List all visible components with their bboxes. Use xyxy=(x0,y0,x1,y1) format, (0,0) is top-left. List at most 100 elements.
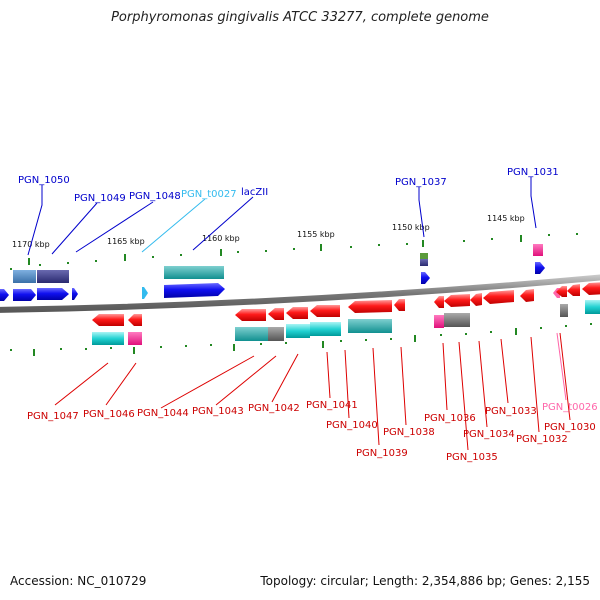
gene-label[interactable]: PGN_t0026 xyxy=(542,402,598,413)
scale-ticks xyxy=(10,233,592,356)
gene-arrow-reverse[interactable] xyxy=(235,309,266,321)
trna-arrow[interactable] xyxy=(142,287,148,299)
gene-arrow-reverse[interactable] xyxy=(92,314,124,326)
gene-label[interactable]: PGN_1033 xyxy=(485,406,537,417)
leader-line xyxy=(442,342,448,411)
gene-arrow-reverse[interactable] xyxy=(582,282,600,295)
genome-backbone xyxy=(0,274,600,313)
scale-label: 1145 kbp xyxy=(487,214,525,223)
leader-line xyxy=(530,177,537,229)
genome-summary-text: Topology: circular; Length: 2,354,886 bp… xyxy=(260,574,590,588)
leader-line xyxy=(105,362,137,406)
pseudo-box[interactable] xyxy=(128,332,142,345)
cds-box[interactable] xyxy=(164,266,224,279)
leader-line xyxy=(418,187,425,238)
cds-box[interactable] xyxy=(560,304,568,317)
gene-arrow-reverse[interactable] xyxy=(483,290,514,304)
leader-line xyxy=(458,341,469,451)
gene-label[interactable]: PGN_1041 xyxy=(306,400,358,411)
leader-line xyxy=(530,336,540,433)
forward-gene-labels: PGN_1050 PGN_1049 PGN_1048 PGN_t0027 lac… xyxy=(18,167,559,204)
gene-label[interactable]: PGN_1040 xyxy=(326,420,378,431)
gene-label[interactable]: PGN_1044 xyxy=(137,408,189,419)
leader-line xyxy=(192,196,254,251)
forward-genes xyxy=(0,244,545,301)
gene-label[interactable]: PGN_1043 xyxy=(192,406,244,417)
reverse-leader-lines xyxy=(54,332,571,451)
gene-arrow-forward[interactable] xyxy=(13,289,36,301)
cds-box[interactable] xyxy=(13,270,36,283)
scale-label: 1155 kbp xyxy=(297,230,335,239)
gene-label[interactable]: PGN_1030 xyxy=(544,422,596,433)
cds-box[interactable] xyxy=(585,300,600,314)
gene-arrow-forward[interactable] xyxy=(72,288,78,300)
gene-arrow-reverse[interactable] xyxy=(434,296,444,308)
leader-line xyxy=(51,202,98,255)
cds-box[interactable] xyxy=(348,319,392,333)
reverse-genes xyxy=(92,282,600,345)
gene-label[interactable]: PGN_1047 xyxy=(27,411,79,422)
cds-box[interactable] xyxy=(37,270,69,283)
gene-label[interactable]: PGN_1039 xyxy=(356,448,408,459)
gene-arrow-forward[interactable] xyxy=(535,262,545,274)
forward-leader-lines xyxy=(27,177,537,256)
cds-box[interactable] xyxy=(268,327,284,341)
gene-label[interactable]: PGN_1038 xyxy=(383,427,435,438)
cds-box[interactable] xyxy=(310,322,341,336)
gene-label[interactable]: lacZII xyxy=(241,187,268,198)
gene-label[interactable]: PGN_1036 xyxy=(424,413,476,424)
gene-label[interactable]: PGN_1035 xyxy=(446,452,498,463)
leader-line xyxy=(372,347,380,446)
gene-label[interactable]: PGN_1034 xyxy=(463,429,515,440)
leader-line xyxy=(478,340,488,428)
reverse-gene-labels: PGN_1047 PGN_1046 PGN_1044 PGN_1043 PGN_… xyxy=(27,400,598,463)
accession-text: Accession: NC_010729 xyxy=(10,574,147,588)
leader-line xyxy=(160,355,255,409)
leader-line xyxy=(559,332,571,421)
gene-label[interactable]: PGN_1042 xyxy=(248,403,300,414)
map-title: Porphyromonas gingivalis ATCC 33277, com… xyxy=(111,10,489,25)
gene-arrow-reverse[interactable] xyxy=(286,307,308,319)
cds-box[interactable] xyxy=(92,332,124,345)
gene-arrow-reverse[interactable] xyxy=(348,300,392,313)
leader-line xyxy=(500,338,509,404)
gene-label[interactable]: PGN_1048 xyxy=(129,191,181,202)
cds-box[interactable] xyxy=(420,259,428,266)
leader-line xyxy=(75,201,154,253)
gene-arrow-forward[interactable] xyxy=(37,288,69,300)
gene-arrow-reverse[interactable] xyxy=(520,289,534,302)
gene-arrow-reverse[interactable] xyxy=(310,305,340,317)
gene-arrow-reverse[interactable] xyxy=(268,308,284,320)
gene-label[interactable]: PGN_1046 xyxy=(83,409,135,420)
pseudo-box[interactable] xyxy=(533,244,543,256)
gene-label[interactable]: PGN_1032 xyxy=(516,434,568,445)
leader-line xyxy=(400,346,407,426)
gene-arrow-reverse[interactable] xyxy=(444,294,470,307)
scale-label: 1165 kbp xyxy=(107,237,145,246)
gene-arrow-reverse[interactable] xyxy=(567,284,580,296)
pseudo-box[interactable] xyxy=(434,315,444,328)
gene-label[interactable]: PGN_1049 xyxy=(74,193,126,204)
gene-arrow-reverse[interactable] xyxy=(556,286,567,297)
gene-arrow-reverse[interactable] xyxy=(128,314,142,326)
cds-box[interactable] xyxy=(420,253,428,259)
cds-box[interactable] xyxy=(286,324,310,338)
leader-line xyxy=(556,332,567,401)
gene-label[interactable]: PGN_t0027 xyxy=(181,189,237,200)
gene-arrow-forward[interactable] xyxy=(164,283,225,298)
gene-label[interactable]: PGN_1037 xyxy=(395,177,447,188)
leader-line xyxy=(54,362,109,406)
leader-line xyxy=(326,351,331,399)
leader-line xyxy=(141,198,206,253)
gene-arrow-forward[interactable] xyxy=(421,272,430,284)
scale-label: 1160 kbp xyxy=(202,234,240,243)
gene-arrow-reverse[interactable] xyxy=(394,299,405,311)
gene-arrow-forward[interactable] xyxy=(0,289,9,301)
leader-line xyxy=(27,185,43,256)
gene-label[interactable]: PGN_1050 xyxy=(18,175,70,186)
cds-box[interactable] xyxy=(444,313,470,327)
gene-label[interactable]: PGN_1031 xyxy=(507,167,559,178)
cds-box[interactable] xyxy=(235,327,268,341)
gene-arrow-reverse[interactable] xyxy=(470,293,482,306)
